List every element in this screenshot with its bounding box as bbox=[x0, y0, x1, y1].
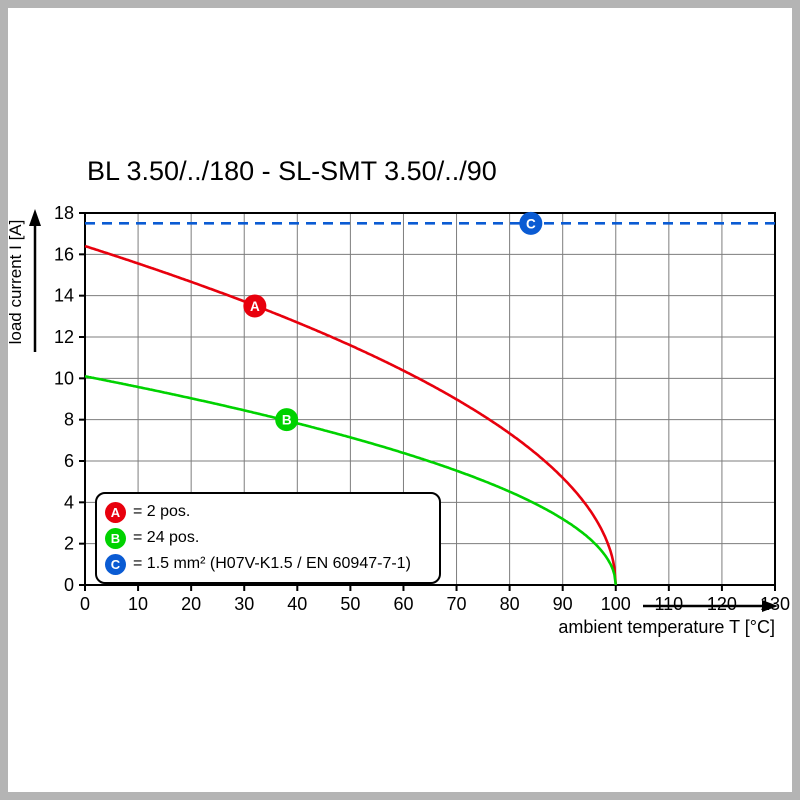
x-tick-label: 70 bbox=[447, 594, 467, 614]
x-tick-label: 60 bbox=[393, 594, 413, 614]
x-tick-label: 80 bbox=[500, 594, 520, 614]
x-tick-label: 30 bbox=[234, 594, 254, 614]
y-tick-label: 4 bbox=[64, 492, 74, 512]
x-axis-label: ambient temperature T [°C] bbox=[558, 617, 775, 637]
series-a-marker: A bbox=[105, 501, 126, 523]
y-tick-label: 0 bbox=[64, 575, 74, 595]
x-tick-label: 40 bbox=[287, 594, 307, 614]
marker-letter-C: C bbox=[526, 216, 536, 231]
marker-letter-B: B bbox=[282, 413, 292, 428]
y-tick-label: 8 bbox=[64, 410, 74, 430]
x-tick-label: 100 bbox=[601, 594, 631, 614]
marker-letter-A: A bbox=[250, 299, 260, 314]
y-tick-label: 12 bbox=[54, 327, 74, 347]
x-tick-label: 50 bbox=[340, 594, 360, 614]
series-c-marker: C bbox=[105, 553, 126, 575]
legend: A = 2 pos. B = 24 pos. C = 1.5 mm² (H07V… bbox=[95, 492, 441, 584]
marker-B bbox=[275, 408, 299, 432]
legend-row-c: C = 1.5 mm² (H07V-K1.5 / EN 60947-7-1) bbox=[105, 551, 439, 577]
series-b-label: = 24 pos. bbox=[133, 529, 200, 546]
y-tick-label: 14 bbox=[54, 286, 74, 306]
y-tick-label: 2 bbox=[64, 534, 74, 554]
curve-B bbox=[84, 375, 618, 586]
legend-row-a: A = 2 pos. bbox=[105, 499, 439, 525]
x-tick-label: 90 bbox=[553, 594, 573, 614]
y-tick-label: 10 bbox=[54, 368, 74, 388]
x-tick-label: 110 bbox=[654, 594, 683, 614]
y-axis-label: load current I [A] bbox=[6, 219, 25, 345]
y-tick-label: 16 bbox=[54, 244, 74, 264]
curve-A bbox=[84, 244, 618, 586]
y-tick-label: 6 bbox=[64, 451, 74, 471]
series-b-marker: B bbox=[105, 527, 126, 549]
legend-row-b: B = 24 pos. bbox=[105, 525, 439, 551]
x-tick-label: 0 bbox=[80, 594, 90, 614]
marker-C bbox=[519, 211, 543, 235]
x-tick-label: 120 bbox=[707, 594, 737, 614]
y-axis-arrow-head bbox=[29, 209, 41, 226]
series-a-label: = 2 pos. bbox=[133, 503, 191, 520]
series-c-label: = 1.5 mm² (H07V-K1.5 / EN 60947-7-1) bbox=[133, 555, 411, 572]
chart-title: BL 3.50/../180 - SL-SMT 3.50/../90 bbox=[87, 156, 497, 186]
marker-A bbox=[243, 294, 267, 318]
x-tick-label: 20 bbox=[181, 594, 201, 614]
y-tick-label: 18 bbox=[54, 203, 74, 223]
x-tick-label: 10 bbox=[128, 594, 148, 614]
x-axis-arrow-head bbox=[762, 600, 778, 612]
plot-border bbox=[84, 212, 776, 586]
